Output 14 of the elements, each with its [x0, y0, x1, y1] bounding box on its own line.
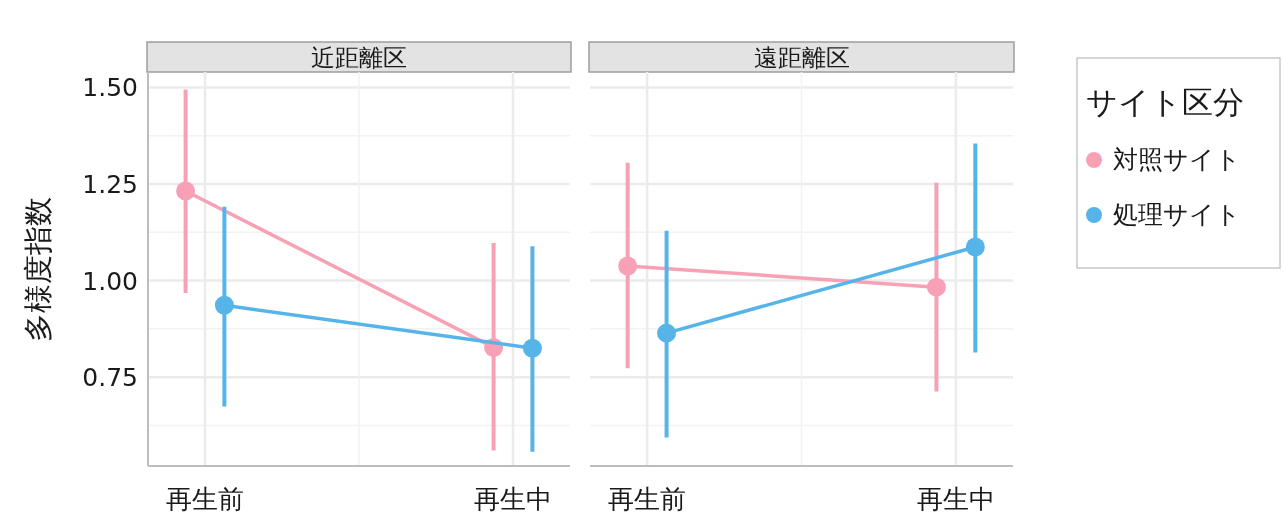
x-tick-label: 再生前 [608, 484, 687, 514]
y-tick-label: 1.25 [82, 170, 138, 200]
y-axis-title: 多様度指数 [21, 196, 55, 342]
legend-label: 対照サイト [1113, 145, 1241, 174]
chart-title: 近距離区 [311, 44, 407, 72]
x-tick-label: 再生中 [474, 484, 553, 514]
y-tick-label: 1.50 [82, 73, 138, 103]
x-tick-label: 再生中 [916, 484, 995, 514]
legend-title: サイト区分 [1086, 84, 1244, 120]
x-tick-label: 再生前 [165, 484, 244, 514]
chart-title: 遠距離区 [753, 44, 850, 72]
y-tick-label: 0.75 [82, 363, 138, 393]
legend-label: 処理サイト [1113, 200, 1241, 229]
y-tick-label: 1.00 [82, 266, 138, 296]
